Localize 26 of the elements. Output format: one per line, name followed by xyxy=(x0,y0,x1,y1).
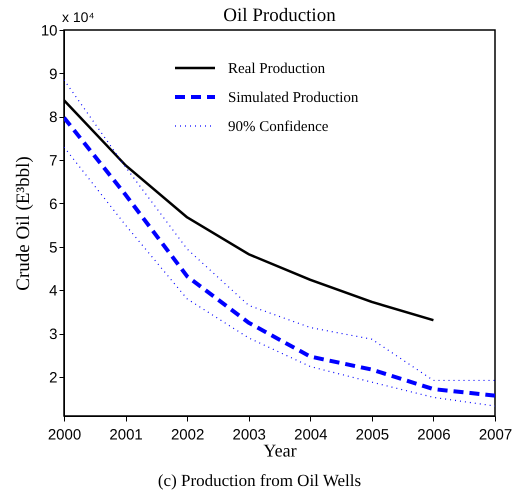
text: x 10⁴ xyxy=(62,9,94,25)
y-tick-label: 3 xyxy=(49,326,58,344)
x-axis-title: Year xyxy=(263,440,297,460)
x-tick-label: 2002 xyxy=(170,426,204,444)
chart-title: Oil Production xyxy=(223,5,336,26)
x-tick-label: 2000 xyxy=(48,426,82,444)
y-tick-label: 2 xyxy=(49,369,58,386)
line-series xyxy=(64,79,495,382)
legend-label: Simulated Production xyxy=(228,90,359,106)
x-tick-label: 2005 xyxy=(356,426,390,444)
x-tick-label: 2006 xyxy=(417,426,451,444)
legend-label: 90% Confidence xyxy=(228,119,329,135)
y-tick-label: 5 xyxy=(49,239,58,256)
y-axis-title: Crude Oil (E³bbl) xyxy=(12,156,34,291)
y-tick-label: 4 xyxy=(49,282,58,300)
x-tick-label: 2007 xyxy=(478,426,512,444)
y-tick-label: 6 xyxy=(49,196,58,213)
y-tick-label: 9 xyxy=(49,66,58,83)
x-tick-label: 2004 xyxy=(294,426,328,444)
y-tick-label: 8 xyxy=(49,109,58,126)
y-tick-label: 7 xyxy=(49,152,58,170)
x-tick-label: 2003 xyxy=(232,426,266,444)
y-tick-label: 10 xyxy=(40,22,58,40)
x-tick-label: 2001 xyxy=(109,426,143,444)
legend-label: Real Production xyxy=(228,61,326,77)
text: (c) Production from Oil Wells xyxy=(158,471,362,490)
